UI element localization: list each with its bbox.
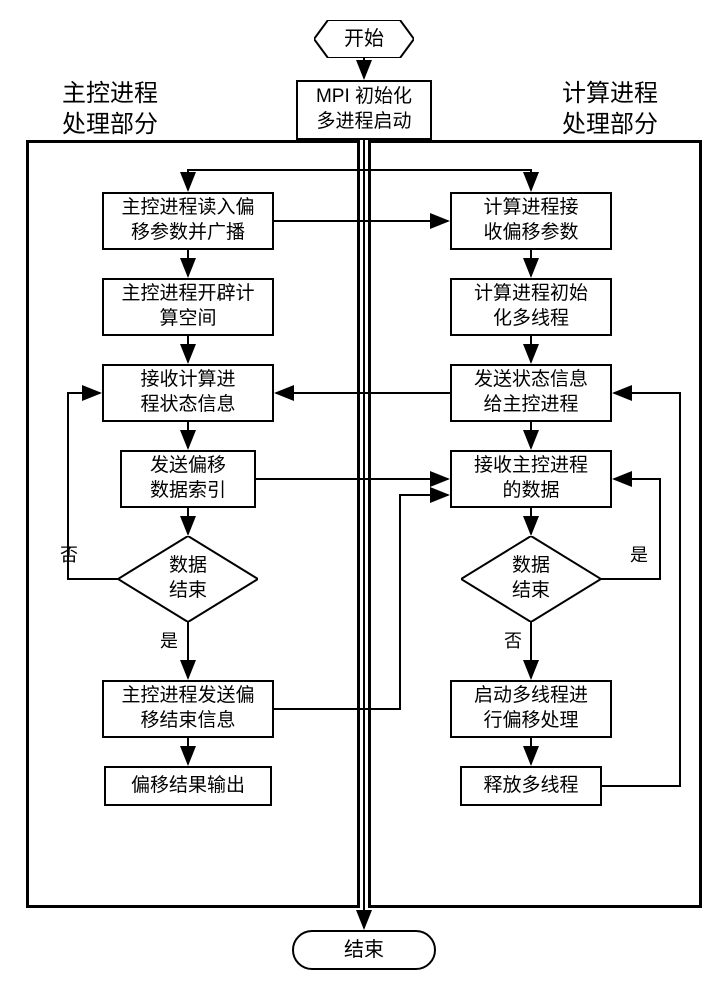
l2-line1: 主控进程开辟计 (121, 282, 254, 307)
right-title-line2: 处理部分 (562, 109, 658, 140)
right-title-line1: 计算进程 (562, 78, 658, 109)
r5-decision: 数据 结束 (461, 536, 601, 622)
end-label: 结束 (344, 937, 384, 963)
r6-box: 启动多线程进 行偏移处理 (450, 680, 612, 738)
r5-no-label: 否 (504, 630, 522, 653)
l5-no-label: 否 (60, 544, 78, 567)
right-title: 计算进程 处理部分 (550, 78, 670, 140)
l2-line2: 算空间 (159, 307, 216, 332)
r5-line1: 数据 (512, 554, 550, 579)
l5-decision: 数据 结束 (118, 536, 258, 622)
r1-box: 计算进程接 收偏移参数 (450, 192, 612, 250)
r2-line2: 化多线程 (493, 307, 569, 332)
r4-line2: 的数据 (502, 479, 559, 504)
l6-line1: 主控进程发送偏 (121, 684, 254, 709)
l4-box: 发送偏移 数据索引 (120, 450, 256, 508)
end-node: 结束 (292, 930, 436, 970)
l6-line2: 移结束信息 (140, 709, 235, 734)
l3-line2: 程状态信息 (140, 393, 235, 418)
l7-box: 偏移结果输出 (104, 766, 272, 806)
left-title: 主控进程 处理部分 (50, 78, 170, 140)
mpi-init-box: MPI 初始化 多进程启动 (296, 80, 432, 140)
r4-line1: 接收主控进程 (474, 454, 588, 479)
r3-line2: 给主控进程 (483, 393, 578, 418)
l2-box: 主控进程开辟计 算空间 (102, 278, 274, 336)
r7-box: 释放多线程 (460, 766, 602, 806)
left-title-line1: 主控进程 (62, 78, 158, 109)
r3-box: 发送状态信息 给主控进程 (450, 364, 612, 422)
r5-yes-label: 是 (630, 544, 648, 567)
r7-label: 释放多线程 (483, 774, 578, 799)
l5-line1: 数据 (169, 554, 207, 579)
l5-yes-label: 是 (160, 630, 178, 653)
l4-line2: 数据索引 (150, 479, 226, 504)
r1-line1: 计算进程接 (483, 196, 578, 221)
mpi-line1: MPI 初始化 (316, 85, 412, 110)
l6-box: 主控进程发送偏 移结束信息 (102, 680, 274, 738)
r6-line2: 行偏移处理 (483, 709, 578, 734)
l3-line1: 接收计算进 (140, 368, 235, 393)
l5-line2: 结束 (169, 579, 207, 604)
flowchart-canvas: 主控进程 处理部分 计算进程 处理部分 开始 MPI 初始化 多进程启动 主控进… (20, 20, 707, 980)
l4-line1: 发送偏移 (150, 454, 226, 479)
l3-box: 接收计算进 程状态信息 (102, 364, 274, 422)
left-title-line2: 处理部分 (62, 109, 158, 140)
r5-line2: 结束 (512, 579, 550, 604)
start-node: 开始 (314, 20, 414, 58)
r3-line1: 发送状态信息 (474, 368, 588, 393)
mpi-line2: 多进程启动 (316, 110, 411, 135)
l7-label: 偏移结果输出 (131, 774, 245, 799)
l1-line1: 主控进程读入偏 (121, 196, 254, 221)
r1-line2: 收偏移参数 (483, 221, 578, 246)
r4-box: 接收主控进程 的数据 (450, 450, 612, 508)
start-label: 开始 (344, 26, 384, 52)
r6-line1: 启动多线程进 (474, 684, 588, 709)
r2-line1: 计算进程初始 (474, 282, 588, 307)
l1-box: 主控进程读入偏 移参数并广播 (102, 192, 274, 250)
r2-box: 计算进程初始 化多线程 (450, 278, 612, 336)
l1-line2: 移参数并广播 (131, 221, 245, 246)
